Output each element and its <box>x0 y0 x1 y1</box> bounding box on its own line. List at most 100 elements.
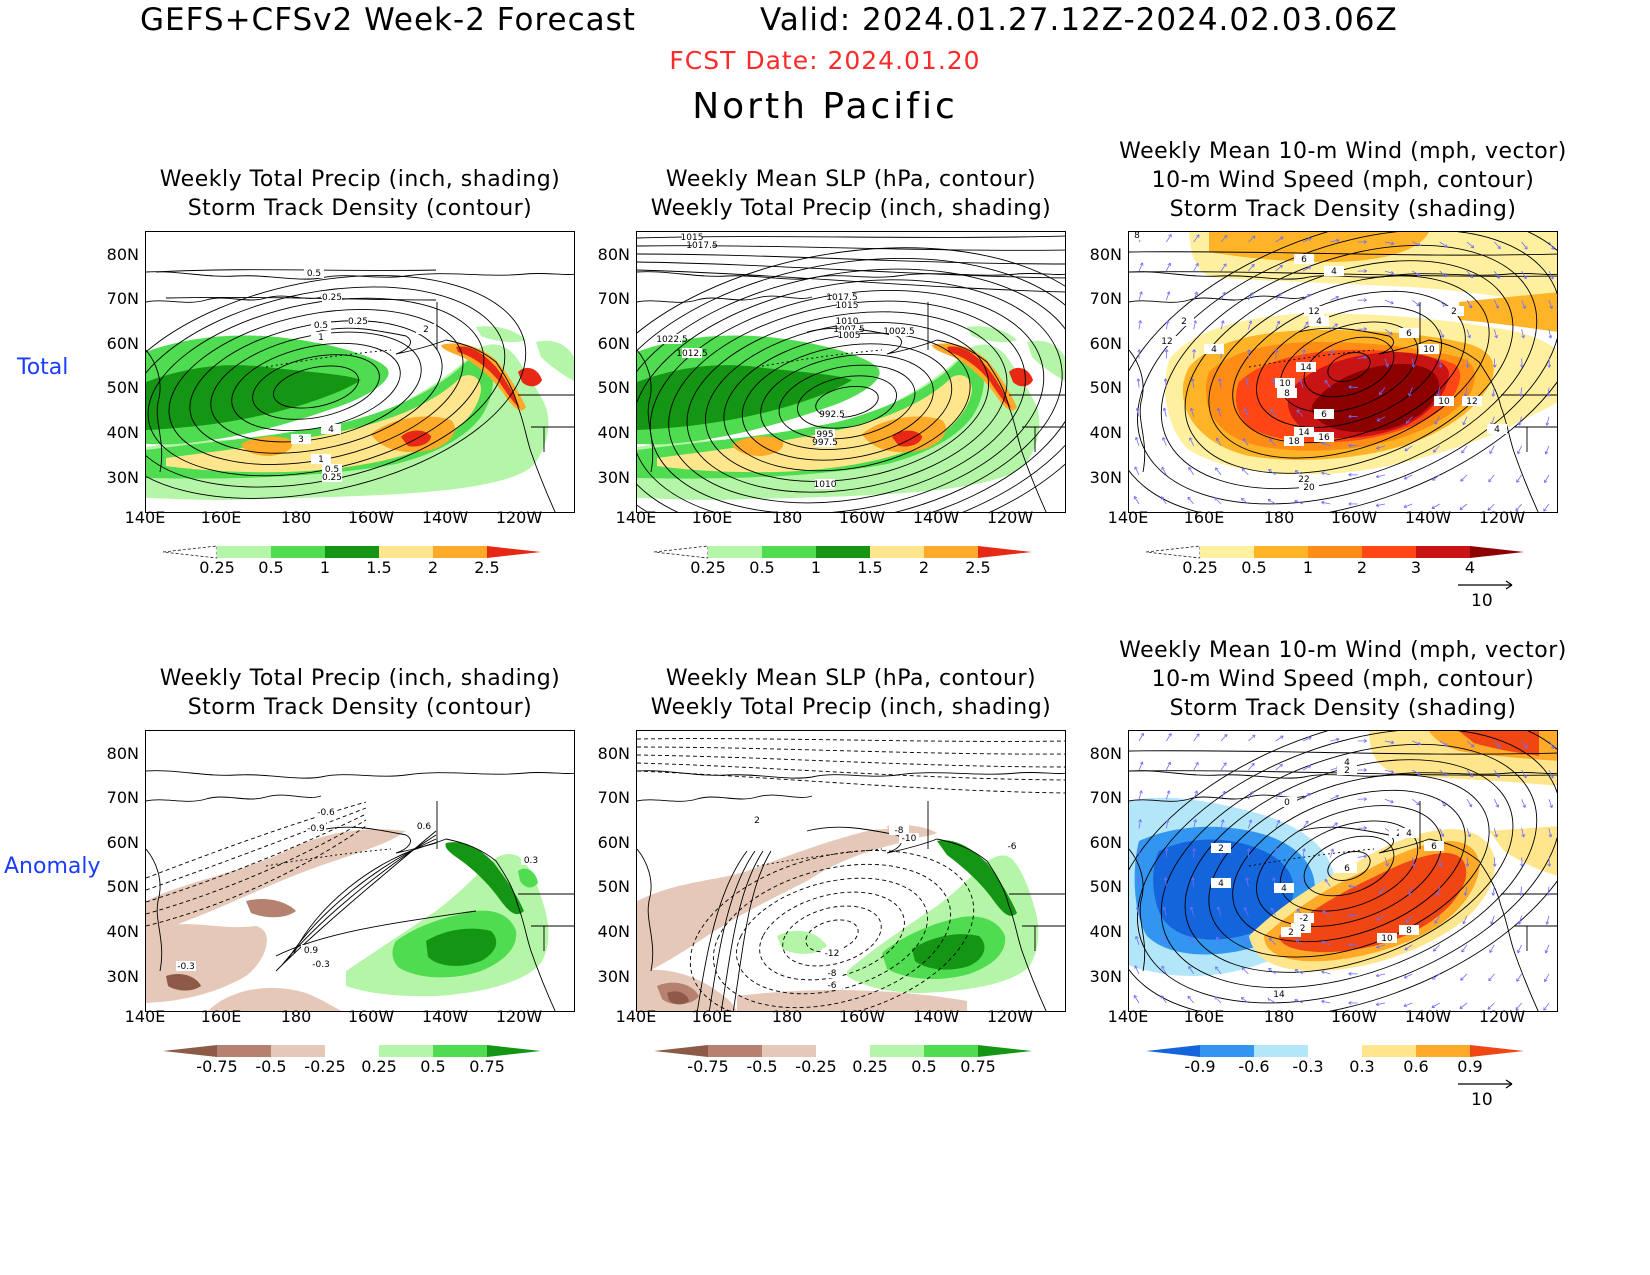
wind-vector-head <box>1546 892 1551 896</box>
colorbar-label: 0.6 <box>1403 1057 1429 1076</box>
wind-vector-head <box>1348 443 1352 448</box>
colorbar-label: 0.5 <box>749 558 775 577</box>
contour-label: 0.25 <box>348 317 368 327</box>
contour-label: 0.6 <box>417 822 432 832</box>
contour-label-bg <box>1211 878 1231 888</box>
lon-tick-label: 140E <box>615 1007 657 1026</box>
lat-tick-label: 30N <box>597 967 630 986</box>
wind-vector <box>1546 915 1550 925</box>
wind-vector <box>1193 349 1195 359</box>
contour-label-bg <box>1275 378 1295 388</box>
wind-vector <box>1459 503 1468 510</box>
slp-anom-neg-north <box>637 738 1065 742</box>
wind-vector-head <box>1417 272 1421 276</box>
panel-title: Storm Track Density (shading) <box>1169 197 1517 222</box>
wind-vector <box>1322 910 1331 917</box>
wind-vector-head <box>1487 507 1491 511</box>
colorbar-label: 0.3 <box>1349 1057 1375 1076</box>
wind-vector <box>1133 496 1140 505</box>
wind-vector <box>1384 769 1394 773</box>
contour-label: 1005 <box>838 331 861 341</box>
wind-vector-head <box>1521 834 1525 838</box>
contour-label: 1012.5 <box>676 349 708 359</box>
wind-vector <box>1248 235 1256 243</box>
wind-vector-head <box>1438 364 1443 368</box>
wind-vector-head <box>1443 772 1447 777</box>
wind-vector-head <box>1492 863 1497 867</box>
wind-vector <box>1545 944 1550 954</box>
lat-tick-label: 30N <box>106 967 139 986</box>
siberia-coast <box>146 295 322 303</box>
colorbar <box>1146 545 1524 559</box>
wind-vector-head <box>1489 949 1493 953</box>
aprecip-inland <box>518 868 538 888</box>
lat-tick-label: 60N <box>1089 833 1122 852</box>
wind-vector-head <box>1280 236 1284 240</box>
wind-vector-head <box>1348 913 1352 918</box>
wind-vector-head <box>1243 907 1248 911</box>
wind-vector <box>1379 886 1386 894</box>
wind-vector <box>1412 798 1420 806</box>
panel-title: 10-m Wind Speed (mph, contour) <box>1151 667 1535 692</box>
wind-vector-head <box>1523 275 1527 280</box>
precip-rockies <box>536 340 574 381</box>
wind-vector-head <box>1137 848 1142 852</box>
wind-vector-head <box>1544 978 1548 983</box>
contour-label: 4 <box>1494 425 1500 435</box>
wind-vector <box>1384 241 1394 245</box>
wind-vector-head <box>1363 355 1367 360</box>
contour-label-bg <box>822 980 842 990</box>
wind-vector-head <box>1302 349 1306 353</box>
colorbar-segment <box>325 1045 379 1057</box>
wind-vector <box>1412 270 1421 276</box>
wind-vector <box>1193 819 1197 829</box>
contour-label-bg <box>521 855 541 865</box>
wind-vector-head <box>1363 327 1367 331</box>
wind-vector <box>1247 819 1252 829</box>
contour-label: 4 <box>1344 758 1350 768</box>
colorbar-segment <box>924 546 978 558</box>
wind-speed-contour <box>1232 789 1466 943</box>
lat-tick-label: 30N <box>597 468 630 487</box>
wind-vector <box>1302 736 1312 742</box>
wind-vector <box>1412 769 1421 775</box>
wind-speed-contour <box>1208 275 1490 459</box>
state-borders <box>1514 925 1557 951</box>
wind-vector-head <box>1490 921 1494 925</box>
wind-vector-head <box>1294 998 1298 1003</box>
wind-vector-head <box>1335 794 1339 799</box>
wind-vector-head <box>1302 848 1306 852</box>
wind-vector <box>1408 387 1413 397</box>
wind-vector <box>1432 973 1440 980</box>
wind-vector <box>1217 907 1222 916</box>
forecast-date: FCST Date: 2024.01.20 <box>669 46 981 75</box>
lat-tick-label: 80N <box>106 744 139 763</box>
wind-vector-head <box>1403 476 1408 480</box>
wind-vector-head <box>1363 240 1367 244</box>
arctic-coast <box>637 271 1065 280</box>
wind-vectors <box>1133 732 1555 1011</box>
wind-vector <box>1242 438 1249 447</box>
wind-vector <box>1164 378 1167 388</box>
wind-vector <box>1404 445 1413 452</box>
wind-vector <box>1241 497 1249 505</box>
wind-vector-head <box>1196 234 1200 238</box>
wind-vector <box>1193 234 1200 243</box>
wind-vector <box>1548 329 1552 339</box>
wind-vector-head <box>1134 436 1139 441</box>
wind-vector <box>1544 973 1550 982</box>
colorbar-label: -0.75 <box>196 1057 238 1076</box>
wind-vector <box>1242 937 1249 946</box>
asia-coast <box>146 848 163 972</box>
wind-vector-head <box>1166 291 1171 295</box>
precip-inland <box>1009 367 1033 387</box>
wind-vector-head <box>1469 274 1474 279</box>
wind-vector <box>1275 349 1277 359</box>
wind-vector <box>1493 358 1496 368</box>
wind-vector <box>1439 241 1448 248</box>
aleutians <box>1248 349 1375 368</box>
wind-vector <box>1521 300 1526 309</box>
wind-vector <box>1493 799 1499 808</box>
lon-tick-label: 180 <box>1263 1007 1295 1026</box>
lon-tick-label: 140W <box>1404 508 1452 527</box>
